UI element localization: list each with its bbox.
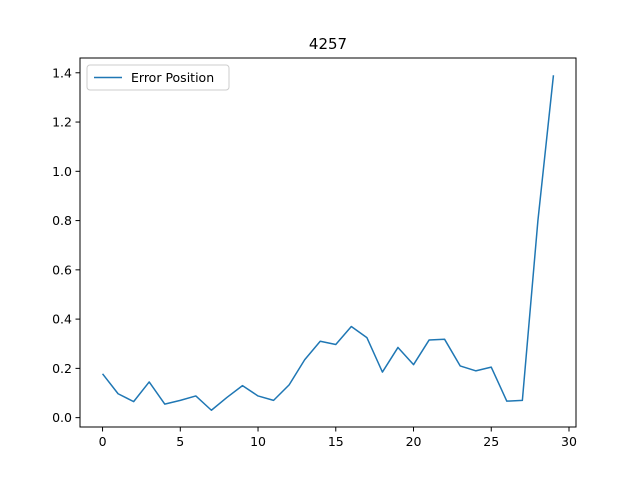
legend: Error Position xyxy=(86,64,230,91)
x-tick-label: 0 xyxy=(99,434,107,449)
plot-area xyxy=(79,57,577,428)
y-axis: 0.0 0.2 0.4 0.6 0.8 1.0 1.2 1.4 xyxy=(52,65,80,425)
y-tick-label: 0.4 xyxy=(52,312,72,327)
x-tick-label: 5 xyxy=(176,434,184,449)
y-tick-label: 1.4 xyxy=(52,65,72,80)
series-line xyxy=(101,75,555,411)
legend-box xyxy=(86,64,230,91)
y-tick-label: 0.2 xyxy=(52,361,72,376)
x-tick-label: 25 xyxy=(483,434,499,449)
chart-title: 4257 xyxy=(309,35,347,53)
y-tick-label: 1.0 xyxy=(52,164,72,179)
x-tick-label: 15 xyxy=(328,434,344,449)
x-tick-label: 10 xyxy=(250,434,266,449)
y-tick-label: 0.6 xyxy=(52,262,72,277)
series-layer xyxy=(101,75,555,411)
y-tick-label: 0.8 xyxy=(52,213,72,228)
x-axis: 0 5 10 15 20 25 30 xyxy=(99,427,577,449)
plot-frame xyxy=(79,57,577,428)
y-tick-label: 1.2 xyxy=(52,115,72,130)
y-tick-label: 0.0 xyxy=(52,410,72,425)
legend-label: Error Position xyxy=(131,70,214,85)
x-tick-label: 30 xyxy=(561,434,577,449)
x-tick-label: 20 xyxy=(406,434,422,449)
